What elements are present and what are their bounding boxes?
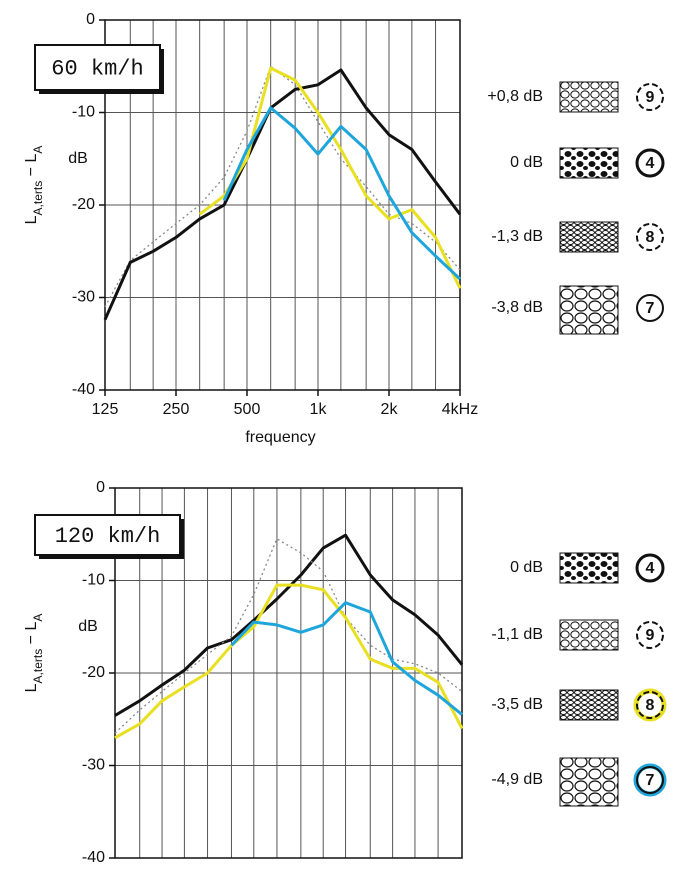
legend-label: 0 dB	[510, 559, 543, 576]
legend-ring	[636, 223, 664, 251]
legend-texture	[559, 285, 619, 335]
legend-texture	[559, 757, 619, 807]
legend-label: -4,9 dB	[491, 771, 543, 788]
legend-ring	[636, 83, 664, 111]
series-line	[104, 65, 461, 308]
legend-texture	[559, 221, 619, 253]
legend-ring	[635, 553, 665, 583]
legend-texture	[559, 619, 619, 651]
y-tick-label: -30	[82, 757, 105, 774]
y-axis-label-part: − L	[23, 154, 40, 181]
legend-label: -1,3 dB	[491, 228, 543, 245]
x-tick-label: 500	[234, 401, 261, 418]
y-axis-label: LA,terts − LA	[23, 614, 45, 693]
series-line	[198, 66, 462, 289]
legend-texture	[559, 81, 619, 113]
series-line	[230, 601, 463, 716]
y-tick-label: -40	[72, 381, 95, 398]
legend-marker: 9	[646, 89, 655, 106]
legend-marker: 9	[646, 627, 655, 644]
legend-ring	[636, 621, 664, 649]
legend-ring	[636, 691, 664, 719]
x-tick-label: 1k	[310, 401, 328, 418]
y-tick-label: -10	[72, 104, 95, 121]
x-axis-label: frequency	[245, 429, 315, 446]
y-unit: dB	[78, 618, 98, 635]
legend-ring	[636, 294, 664, 322]
legend-texture	[559, 552, 619, 584]
title-box	[34, 514, 181, 556]
y-tick-label: -10	[82, 572, 105, 589]
y-axis-label-part: L	[23, 683, 40, 692]
y-tick-label: -30	[72, 289, 95, 306]
legend-label: +0,8 dB	[487, 88, 543, 105]
y-tick-label: 0	[96, 479, 105, 496]
y-axis-label-part: A,terts	[31, 649, 45, 684]
chart-title: 60 km/h	[51, 56, 143, 81]
plot-frame	[114, 487, 463, 859]
y-unit: dB	[68, 150, 88, 167]
x-tick-label: 4kHz	[442, 401, 478, 418]
legend-label: -1,1 dB	[491, 626, 543, 643]
title-box	[34, 44, 161, 91]
legend-marker: 4	[646, 560, 655, 577]
legend-label: 0 dB	[510, 154, 543, 171]
series-line	[114, 533, 464, 717]
y-axis-label-part: A,terts	[31, 181, 45, 216]
legend-marker: 7	[646, 300, 655, 317]
legend-label: -3,8 dB	[491, 299, 543, 316]
x-tick-label: 2k	[381, 401, 399, 418]
legend-marker: 4	[646, 155, 655, 172]
y-axis-label: LA,terts − LA	[23, 146, 45, 225]
y-axis-label-part: A	[31, 146, 45, 154]
legend-ring	[636, 766, 664, 794]
legend-marker: 7	[646, 772, 655, 789]
legend-label: -3,5 dB	[491, 696, 543, 713]
legend-texture	[559, 689, 619, 721]
series-line	[103, 68, 462, 321]
legend-marker: 8	[646, 229, 655, 246]
legend-ring	[635, 148, 665, 178]
series-line	[114, 538, 463, 734]
y-axis-label-part: L	[23, 215, 40, 224]
y-axis-label-part: − L	[23, 622, 40, 649]
y-tick-label: 0	[86, 11, 95, 28]
series-line	[114, 583, 464, 740]
y-tick-label: -40	[82, 849, 105, 866]
chart-title: 120 km/h	[55, 524, 161, 549]
x-tick-label: 125	[92, 401, 119, 418]
legend-texture	[559, 147, 619, 179]
plot-frame	[104, 19, 461, 391]
y-tick-label: -20	[82, 664, 105, 681]
y-axis-label-part: A	[31, 614, 45, 622]
series-line	[222, 106, 462, 281]
x-tick-label: 250	[163, 401, 190, 418]
legend-marker: 8	[646, 697, 655, 714]
y-tick-label: -20	[72, 196, 95, 213]
